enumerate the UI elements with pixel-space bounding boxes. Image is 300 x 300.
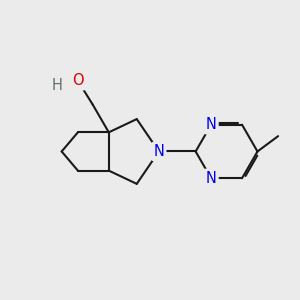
Text: N: N [153, 144, 164, 159]
Text: N: N [206, 171, 217, 186]
Text: H: H [52, 78, 63, 93]
Text: O: O [72, 73, 84, 88]
Text: N: N [206, 117, 217, 132]
